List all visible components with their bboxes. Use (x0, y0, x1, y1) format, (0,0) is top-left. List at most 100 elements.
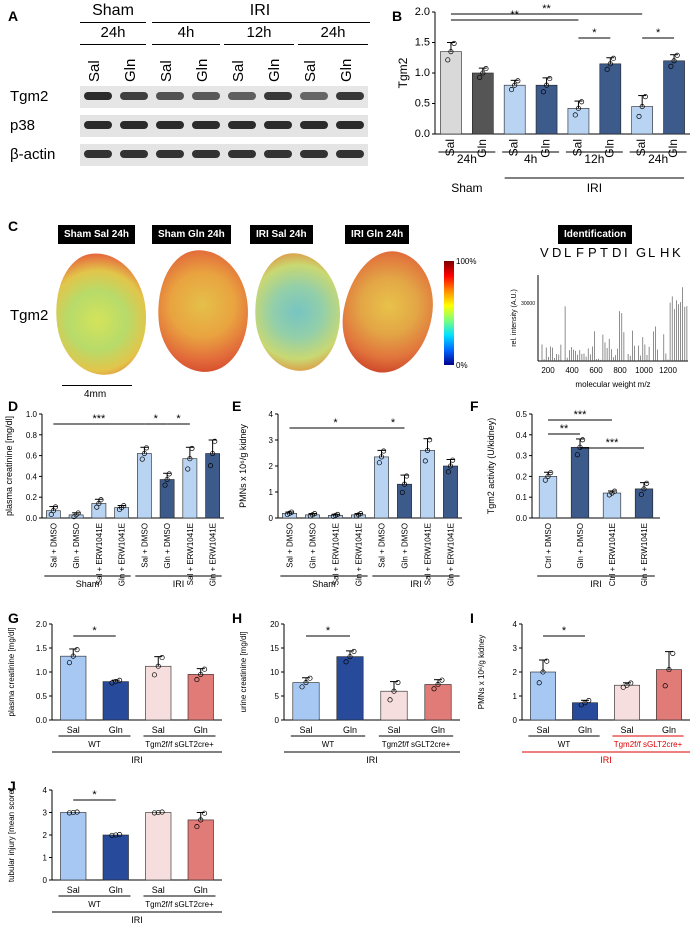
data-point (544, 82, 550, 88)
sig-label: ** (542, 3, 551, 15)
y-axis-label: Tgm2 (396, 57, 410, 88)
data-point (98, 497, 104, 503)
group-label: IRI (410, 579, 422, 589)
blot-divider-t2 (224, 44, 294, 45)
spec-x-tick: 1000 (635, 366, 653, 375)
group-label: IRI (590, 579, 602, 589)
blot-group-iri: IRI (249, 2, 271, 19)
peptide-residue: L (564, 245, 571, 260)
data-point (639, 104, 645, 110)
y-tick-label: 2 (513, 668, 518, 677)
data-point (376, 460, 382, 466)
data-point (624, 682, 630, 688)
blot-band (156, 150, 184, 158)
data-point (198, 671, 204, 677)
panel-label-b: B (392, 8, 403, 24)
bar (538, 476, 558, 519)
category-label: Gln + DMSO (163, 523, 172, 569)
data-point (94, 504, 100, 510)
category-label: Gln (578, 725, 592, 735)
y-tick-label: 0.3 (516, 452, 528, 461)
data-point (185, 466, 191, 472)
panel-label-f: F (470, 398, 479, 414)
y-tick-label: 0.1 (516, 493, 528, 502)
blot-divider-iri (152, 22, 370, 23)
bar (205, 453, 220, 519)
data-point (540, 89, 546, 95)
y-tick-label: 1.5 (36, 644, 48, 653)
y-tick-label: 1.0 (36, 668, 48, 677)
y-tick-label: 1.0 (26, 410, 38, 419)
blot-divider-t0 (80, 44, 146, 45)
blot-time-3: 24h (320, 24, 346, 41)
category-label: Sal + ERW1041E (186, 523, 195, 585)
data-point (483, 66, 489, 72)
data-point (299, 684, 305, 690)
category-label: Sal (536, 725, 549, 735)
blot-band (228, 150, 256, 158)
msi-title-4: Identification (558, 225, 633, 244)
blot-row-label-tgm2: Tgm2 (10, 88, 49, 105)
blot-strip-actin (80, 144, 368, 166)
data-point (48, 511, 54, 518)
blot-band (264, 121, 292, 129)
category-label: Ctrl + ERW1041E (608, 523, 617, 586)
category-label: Sal (443, 139, 457, 156)
blot-lane-label: Gln (194, 58, 211, 82)
y-tick-label: 4 (43, 786, 48, 795)
data-point (548, 470, 554, 476)
sig-label: *** (574, 409, 588, 421)
category-label: Gln (343, 725, 357, 735)
peptide-residue: L (648, 245, 655, 260)
blot-lane-label: Gln (338, 58, 355, 82)
y-tick-label: 0.4 (26, 472, 38, 481)
peptide-residue: V (540, 245, 549, 260)
sig-label: * (391, 417, 396, 429)
y-tick-label: 2.0 (415, 6, 430, 18)
chart-i: 0 1 2 3 4 PMNs x 10⁶/g kidney Sal Gln Sal Gln WT Tg… (477, 620, 690, 765)
scale-bar-label: 4mm (84, 389, 107, 400)
category-label: Gln + DMSO (309, 523, 318, 569)
bottom-label: IRI (131, 915, 143, 925)
sig-label: * (656, 27, 661, 39)
group-label: WT (88, 900, 101, 909)
panel-label-h: H (232, 610, 243, 626)
group-label: 24h (457, 152, 477, 166)
peptide-residue: H (660, 245, 669, 260)
colorbar-top-label: 100% (456, 257, 477, 266)
group-sublabel-sham: Sham (451, 181, 482, 195)
blot-lane-label: Sal (230, 60, 247, 82)
panel-label-c: C (8, 218, 19, 234)
blot-band (336, 92, 364, 100)
y-tick-label: 0.5 (415, 98, 430, 110)
y-tick-label: 0.0 (415, 128, 430, 140)
category-label: Gln + ERW1041E (209, 523, 218, 586)
msi-colorbar (444, 261, 454, 365)
data-point (155, 809, 161, 816)
y-tick-label: 0.5 (516, 410, 528, 419)
blot-time-1: 4h (177, 24, 195, 41)
data-point (109, 832, 115, 838)
y-tick-label: 0 (275, 716, 280, 725)
data-point (52, 504, 59, 510)
data-point (159, 809, 165, 815)
category-label: Gln (194, 725, 208, 735)
category-label: Sal (152, 885, 165, 895)
sig-label: * (562, 625, 567, 637)
msi-title-0: Sham Sal 24h (58, 225, 136, 244)
data-point (121, 503, 127, 509)
data-point (50, 508, 56, 514)
bar (656, 669, 682, 721)
blot-band (156, 121, 184, 129)
data-point (424, 447, 431, 453)
blot-band (264, 92, 292, 100)
blot-band (156, 92, 184, 100)
bottom-label: IRI (131, 755, 143, 765)
category-label: Sal + ERW1041E (424, 523, 433, 585)
data-point (187, 456, 193, 462)
data-point (628, 680, 634, 686)
peptide-residue: G (636, 245, 646, 260)
data-point (189, 445, 195, 451)
bar (145, 665, 172, 721)
group-sublabel-iri: IRI (587, 181, 602, 195)
